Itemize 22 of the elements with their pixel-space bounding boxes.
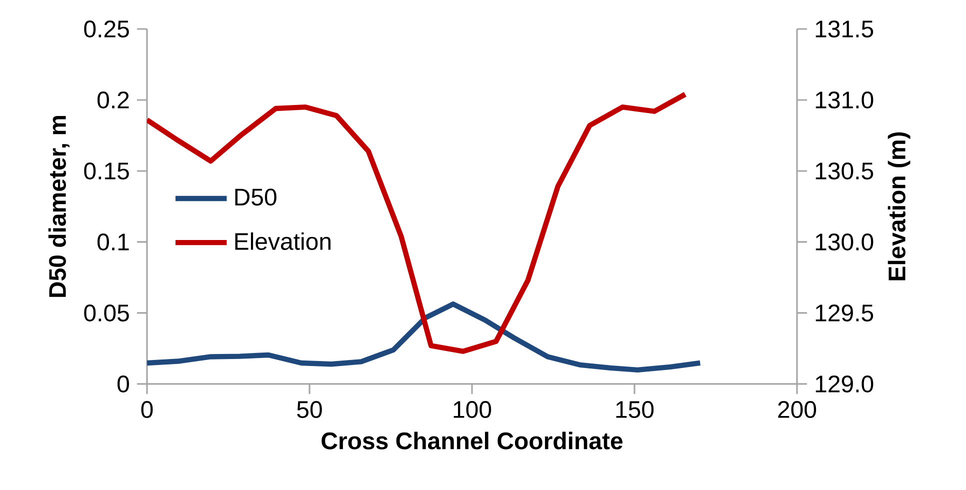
x-tick-label: 100: [454, 401, 492, 418]
y2-tick-label: 131.0: [816, 92, 874, 108]
y2-tick-label: 130.5: [816, 162, 874, 180]
y2-tick-label: 130.0: [816, 234, 874, 250]
y-tick-label: 0.15: [84, 162, 129, 180]
x-tick-label: 50: [297, 401, 322, 418]
y2-tick-label: 129.5: [816, 304, 874, 322]
y2-tick-label: 129.0: [816, 375, 874, 392]
legend-label: Elevation: [235, 232, 330, 250]
y-axis-title: D50 diameter, m: [48, 116, 70, 297]
y2-tick-label: 131.5: [816, 20, 874, 38]
x-tick-label: 200: [778, 401, 816, 418]
y-tick-label: 0.1: [98, 234, 129, 250]
y-tick-label: 0.25: [84, 20, 129, 38]
legend-label: D50: [235, 188, 276, 206]
y2-axis-title: Elevation (m): [888, 132, 910, 280]
x-axis-title: Cross Channel Coordinate: [322, 432, 622, 450]
y-tick-label: 0.2: [98, 92, 129, 108]
x-tick-label: 150: [616, 401, 654, 418]
y-tick-label: 0: [118, 375, 130, 392]
y-tick-label: 0.05: [84, 304, 129, 322]
x-tick-label: 0: [141, 401, 153, 418]
